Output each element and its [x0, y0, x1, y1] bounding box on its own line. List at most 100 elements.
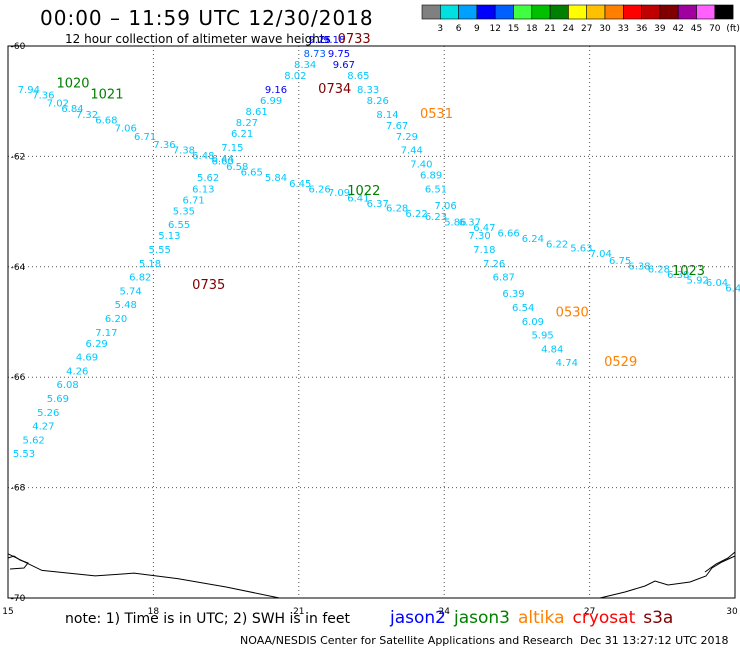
wave-height-value: 5.48 — [115, 300, 137, 311]
wave-height-value: 6.55 — [168, 220, 190, 231]
wave-height-value: 6.87 — [493, 273, 515, 284]
wave-height-value: 7.30 — [468, 231, 490, 242]
coastline — [704, 551, 736, 573]
wave-height-value: 6.22 — [405, 209, 427, 220]
wave-height-value: 7.26 — [483, 259, 505, 270]
wave-height-value: 7.44 — [401, 146, 423, 157]
credit-text: NOAA/NESDIS Center for Satellite Applica… — [240, 634, 574, 647]
wave-height-value: 6.99 — [260, 96, 282, 107]
wave-height-value: 7.02 — [47, 99, 69, 110]
legend-label: 21 — [544, 24, 555, 34]
wave-height-value: 5.92 — [687, 275, 709, 286]
wave-height-value: 6.04 — [706, 278, 728, 289]
wave-height-value: 6.71 — [134, 132, 156, 143]
wave-height-value: 4.27 — [32, 422, 54, 433]
wave-height-value: 6.84 — [61, 104, 83, 115]
wave-height-value: 6.65 — [241, 168, 263, 179]
wave-height-value: 7.06 — [115, 124, 137, 135]
legend-label: 12 — [489, 24, 500, 34]
chart-subtitle: 12 hour collection of altimeter wave hei… — [65, 32, 331, 46]
pass-time-label: 0529 — [604, 355, 637, 370]
wave-height-value: 6.54 — [512, 303, 534, 314]
satellite-name: cryosat — [572, 608, 636, 628]
y-tick-label: -68 — [11, 484, 26, 494]
pass-time-label: 0531 — [420, 107, 453, 122]
wave-height-value: 6.58 — [226, 162, 248, 173]
satellite-name: jason2 — [390, 608, 446, 628]
wave-height-value: 6.60 — [212, 157, 234, 168]
timestamp: Dec 31 13:27:12 UTC 2018 — [580, 634, 729, 647]
wave-height-value: 5.84 — [265, 173, 287, 184]
y-tick-label: -64 — [11, 263, 26, 273]
legend-label: 6 — [456, 24, 462, 34]
wave-height-value: 6.08 — [56, 380, 78, 391]
wave-height-value: 7.09 — [328, 188, 350, 199]
wave-height-value: 6.28 — [386, 204, 408, 215]
wave-height-value: 4.26 — [66, 366, 88, 377]
coastline — [7, 555, 29, 570]
legend-label: 39 — [654, 24, 666, 34]
wave-height-value: 6.75 — [609, 256, 631, 267]
wave-height-value: 6.66 — [498, 228, 520, 239]
wave-height-value: 6.44 — [212, 154, 234, 165]
pass-time-label: 1021 — [90, 87, 123, 102]
wave-height-value: 7.94 — [18, 85, 40, 96]
wave-height-value: 6.09 — [522, 317, 544, 328]
wave-height-value: 6.24 — [522, 234, 544, 245]
wave-height-value: 9.75 — [328, 49, 350, 60]
wave-height-value: 8.34 — [294, 60, 316, 71]
legend-label: 70 — [709, 24, 721, 34]
wave-height-value: 7.06 — [435, 201, 457, 212]
pass-time-label: 0733 — [338, 32, 371, 47]
y-tick-label: -66 — [11, 373, 26, 383]
wave-height-value: 4.74 — [556, 358, 578, 369]
wave-height-value: 9.18 — [323, 35, 345, 46]
x-tick-label: 24 — [438, 607, 450, 617]
wave-height-value: 8.73 — [304, 49, 326, 60]
wave-height-value: 6.4 — [725, 284, 740, 295]
wave-height-value: 8.61 — [245, 107, 267, 118]
wave-height-value: 6.21 — [231, 129, 253, 140]
wave-height-value: 5.18 — [139, 259, 161, 270]
x-tick-label: 18 — [148, 607, 160, 617]
wave-height-value: 6.26 — [308, 184, 330, 195]
wave-height-value: 5.26 — [37, 408, 59, 419]
wave-height-value: 6.20 — [105, 314, 127, 325]
wave-height-value: 7.29 — [396, 132, 418, 143]
legend-label: 30 — [599, 24, 611, 34]
wave-height-value: 5.62 — [23, 435, 45, 446]
wave-height-value: 7.36 — [32, 90, 54, 101]
wave-height-value: 7.04 — [590, 249, 612, 260]
wave-height-value: 5.53 — [13, 449, 35, 460]
wave-height-value: 8.14 — [376, 110, 398, 121]
pass-time-label: 1020 — [56, 76, 89, 91]
legend-label: 24 — [563, 24, 575, 34]
wave-height-value: 9.25 — [308, 35, 330, 46]
wave-height-value: 6.22 — [546, 239, 568, 250]
wave-height-value: 8.02 — [284, 71, 306, 82]
wave-height-value: 9.16 — [265, 85, 287, 96]
pass-time-label: 0735 — [192, 278, 225, 293]
y-tick-label: -60 — [11, 42, 26, 52]
x-tick-label: 30 — [726, 607, 738, 617]
wave-height-value: 5.69 — [47, 394, 69, 405]
legend-label: 15 — [508, 24, 519, 34]
legend-label: 45 — [691, 24, 702, 34]
satellite-name: jason3 — [454, 608, 510, 628]
wave-height-value: 6.68 — [95, 115, 117, 126]
wave-height-value: 7.40 — [410, 159, 432, 170]
wave-height-value: 4.84 — [541, 344, 563, 355]
coastline — [7, 553, 280, 599]
wave-height-value: 5.63 — [570, 243, 592, 254]
wave-height-value: 7.17 — [95, 328, 117, 339]
coastline — [599, 555, 736, 599]
wave-height-value: 5.74 — [119, 286, 141, 297]
wave-height-value: 7.32 — [76, 110, 98, 121]
color-legend: 3 6 9 12 15 18 21 24 27 30 33 36 39 42 45 70 (ft) — [421, 4, 740, 34]
pass-time-label: 1022 — [347, 184, 380, 199]
legend-label: 36 — [636, 24, 648, 34]
wave-height-value: 6.39 — [502, 289, 524, 300]
wave-height-value: 5.95 — [531, 331, 553, 342]
wave-height-value: 5.13 — [158, 231, 180, 242]
